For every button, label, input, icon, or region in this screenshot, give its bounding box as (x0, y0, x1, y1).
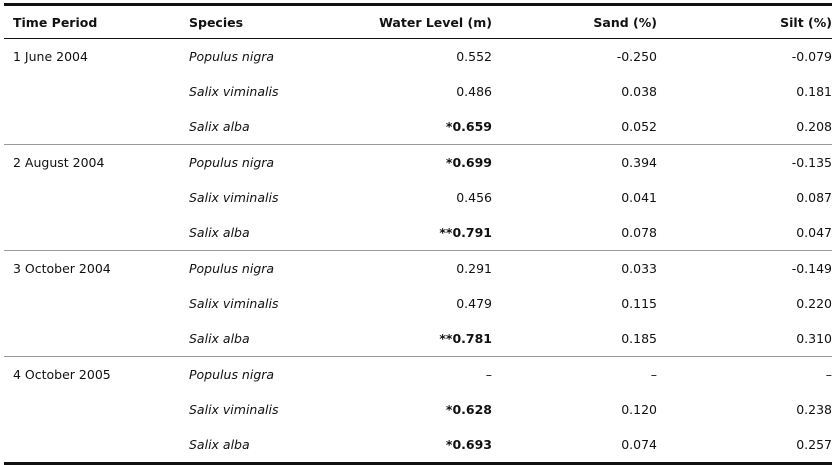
table-row: 1 June 2004 Populus nigra 0.552 -0.250 -0.07… (4, 39, 832, 75)
water-level-cell: 0.456 (334, 180, 492, 215)
water-level-value: *0.659 (445, 119, 492, 134)
silt-cell: -0.135 (791, 155, 832, 170)
header-water-level: Water Level (m) (334, 4, 492, 39)
water-level-cell: **0.791 (334, 215, 492, 251)
water-level-value: **0.791 (439, 225, 492, 240)
time-period-cell: 2 August 2004 (13, 155, 105, 170)
silt-cell: 0.220 (796, 296, 832, 311)
sand-cell: 0.033 (621, 261, 657, 276)
sand-cell: -0.250 (616, 49, 657, 64)
silt-cell: 0.047 (657, 215, 832, 251)
species-cell: Populus nigra (189, 367, 275, 382)
table-row: 2 August 2004 Populus nigra *0.699 0.394 -0.… (4, 145, 832, 181)
time-period-cell: 4 October 2005 (13, 367, 111, 382)
time-period-cell (4, 109, 180, 145)
table-row: Salix alba **0.791 0.078 0.047 (4, 215, 832, 251)
water-level-value: *0.628 (445, 402, 492, 417)
time-period-cell (4, 215, 180, 251)
water-level-cell: *0.699 (334, 145, 492, 181)
table-row: Salix viminalis 0.479 0.115 0.220 (4, 286, 832, 321)
species-cell: Populus nigra (189, 261, 275, 276)
silt-cell: 0.181 (796, 84, 832, 99)
silt-cell: – (825, 367, 832, 382)
time-period-cell (4, 286, 180, 321)
species-cell: Salix viminalis (189, 296, 279, 311)
water-level-cell: *0.628 (334, 392, 492, 427)
water-level-value: *0.693 (445, 437, 492, 452)
correlation-table: Time Period Species Water Level (m) Sand… (4, 3, 832, 465)
water-level-value: **0.781 (439, 331, 492, 346)
silt-cell: 0.087 (796, 190, 832, 205)
sand-cell: 0.041 (621, 190, 657, 205)
table-header-row: Time Period Species Water Level (m) Sand… (4, 4, 832, 39)
sand-cell: 0.394 (621, 155, 657, 170)
sand-cell: 0.052 (492, 109, 657, 145)
species-cell: Salix alba (180, 215, 334, 251)
silt-cell: 0.238 (796, 402, 832, 417)
silt-cell: 0.257 (796, 437, 832, 452)
water-level-value: 0.291 (456, 261, 492, 276)
time-period-cell (4, 321, 180, 357)
sand-cell: 0.120 (621, 402, 657, 417)
water-level-cell: **0.781 (334, 321, 492, 357)
sand-cell: 0.038 (621, 84, 657, 99)
water-level-cell: *0.693 (334, 427, 492, 464)
species-cell: Salix alba (180, 109, 334, 145)
species-cell: Populus nigra (189, 155, 275, 170)
header-sand: Sand (%) (492, 4, 657, 39)
silt-cell: 0.208 (657, 109, 832, 145)
silt-cell: 0.310 (657, 321, 832, 357)
time-period-cell: 3 October 2004 (13, 261, 111, 276)
table-row: Salix alba **0.781 0.185 0.310 (4, 321, 832, 357)
table-row: Salix viminalis *0.628 0.120 0.238 (4, 392, 832, 427)
table-row: 3 October 2004 Populus nigra 0.291 0.033 -0.… (4, 251, 832, 287)
time-period-cell: 1 June 2004 (13, 49, 88, 64)
species-cell: Salix alba (189, 437, 250, 452)
water-level-cell: 0.479 (334, 286, 492, 321)
sand-cell: 0.115 (621, 296, 657, 311)
species-cell: Salix viminalis (189, 402, 279, 417)
time-period-cell (4, 427, 180, 464)
header-species: Species (180, 4, 334, 39)
sand-cell: 0.074 (621, 437, 657, 452)
sand-cell: – (650, 367, 657, 382)
water-level-value: 0.456 (456, 190, 492, 205)
sand-cell: 0.185 (492, 321, 657, 357)
water-level-value: 0.479 (456, 296, 492, 311)
species-cell: Salix viminalis (189, 190, 279, 205)
table-row: Salix viminalis 0.486 0.038 0.181 (4, 74, 832, 109)
species-cell: Salix alba (180, 321, 334, 357)
header-silt: Silt (%) (657, 4, 832, 39)
water-level-value: 0.486 (456, 84, 492, 99)
time-period-cell (4, 392, 180, 427)
water-level-cell: 0.291 (334, 251, 492, 287)
water-level-cell: 0.552 (334, 39, 492, 75)
table-row: 4 October 2005 Populus nigra – – – (4, 357, 832, 393)
water-level-cell: – (334, 357, 492, 393)
table-row: Salix alba *0.693 0.074 0.257 (4, 427, 832, 464)
water-level-cell: 0.486 (334, 74, 492, 109)
table-body: 1 June 2004 Populus nigra 0.552 -0.250 -0.07… (4, 39, 832, 464)
water-level-cell: *0.659 (334, 109, 492, 145)
table-row: Salix viminalis 0.456 0.041 0.087 (4, 180, 832, 215)
silt-cell: -0.149 (791, 261, 832, 276)
header-time-period: Time Period (4, 4, 180, 39)
table-row: Salix alba *0.659 0.052 0.208 (4, 109, 832, 145)
sand-cell: 0.078 (492, 215, 657, 251)
water-level-value: – (485, 367, 492, 382)
water-level-value: 0.552 (456, 49, 492, 64)
time-period-cell (4, 180, 180, 215)
species-cell: Populus nigra (189, 49, 275, 64)
water-level-value: *0.699 (445, 155, 492, 170)
silt-cell: -0.079 (791, 49, 832, 64)
species-cell: Salix viminalis (189, 84, 279, 99)
time-period-cell (4, 74, 180, 109)
